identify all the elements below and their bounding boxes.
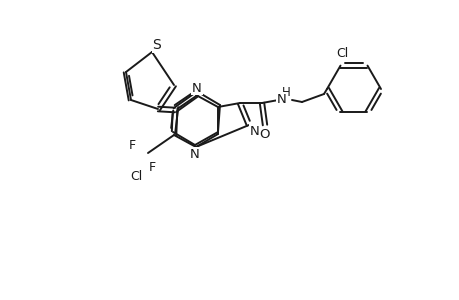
Text: O: O [259, 128, 270, 140]
Text: N: N [276, 92, 286, 106]
Text: S: S [152, 38, 161, 52]
Text: N: N [192, 82, 202, 94]
Text: F: F [148, 160, 155, 173]
Text: F: F [128, 139, 135, 152]
Text: H: H [281, 85, 290, 98]
Text: N: N [250, 124, 259, 137]
Text: N: N [190, 148, 200, 160]
Text: Cl: Cl [129, 170, 142, 184]
Text: Cl: Cl [336, 47, 348, 60]
